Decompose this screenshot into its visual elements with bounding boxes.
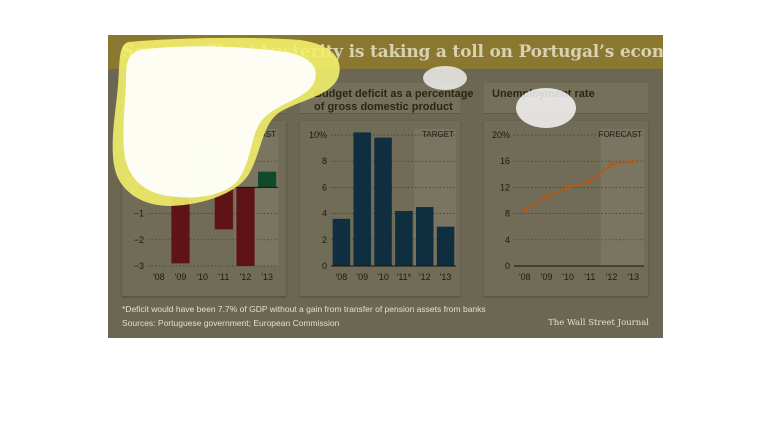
chart-3-xtick-label: '09 bbox=[541, 272, 553, 282]
chart-figure: Squeeze Play | Austerity is taking a toll … bbox=[108, 35, 663, 338]
chart-2-bar bbox=[395, 210, 413, 266]
chart-3-point bbox=[544, 194, 549, 199]
chart-1-xtick-label: '13 bbox=[261, 272, 273, 282]
chart-1-annotation-line1: No bbox=[157, 155, 168, 165]
chart-2-bar bbox=[353, 132, 371, 266]
chart-2-ytick-label: 4 bbox=[322, 209, 327, 219]
panel-2-title-line1: Budget deficit as a percentage bbox=[314, 88, 474, 100]
chart-2-xtick-label: '12 bbox=[419, 272, 431, 282]
chart-1-xtick-label: '11 bbox=[218, 272, 229, 282]
credit: The Wall Street Journal bbox=[548, 318, 649, 328]
chart-1-xtick-label: '09 bbox=[175, 272, 187, 282]
chart-3-xtick-label: '12 bbox=[606, 272, 618, 282]
chart-2-ytick-label: 6 bbox=[322, 182, 327, 192]
chart-3-series-line bbox=[524, 160, 634, 212]
chart-2-xtick-label: '08 bbox=[336, 272, 348, 282]
sources: Sources: Portuguese government; European… bbox=[122, 318, 340, 328]
chart-1: FORECAST 2% 1 0 −1 −2 −3 '08 '09 '10 '11 '12 '13 Noch… bbox=[131, 129, 278, 282]
chart-1-ytick-label: 2% bbox=[131, 130, 144, 140]
chart-1-bar bbox=[214, 187, 233, 230]
chart-3-xtick-label: '08 bbox=[519, 272, 531, 282]
chart-2-bar bbox=[436, 226, 455, 266]
chart-3-point bbox=[522, 208, 528, 213]
chart-3-ytick-label: 16 bbox=[500, 156, 510, 166]
chart-2-xtick-label: '09 bbox=[356, 272, 368, 282]
headline-text: Austerity is taking a toll on Portugal’s… bbox=[257, 42, 663, 62]
chart-3-ytick-label: 12 bbox=[500, 182, 510, 192]
chart-3-point bbox=[587, 179, 593, 184]
chart-3-shaded-region bbox=[600, 129, 644, 266]
chart-2-bar bbox=[332, 218, 351, 266]
chart-3-ytick-label: 4 bbox=[505, 235, 510, 245]
chart-2-xtick-label: '10 bbox=[377, 272, 389, 282]
chart-3-point bbox=[609, 162, 614, 167]
chart-2-bar bbox=[374, 137, 392, 266]
chart-3-xtick-label: '11 bbox=[584, 272, 595, 282]
chart-2-bar bbox=[416, 207, 434, 266]
footnote: *Deficit would have been 7.7% of GDP wit… bbox=[122, 304, 486, 314]
chart-1-bar bbox=[258, 171, 277, 188]
chart-3: FORECAST 20% 16 12 8 4 0 '08 '09 '10 '11 '12 '13 bbox=[492, 129, 644, 282]
chart-1-ytick-label: −3 bbox=[134, 261, 144, 271]
chart-1-xtick-label: '10 bbox=[196, 272, 208, 282]
chart-2-shaded-label: TARGET bbox=[422, 130, 454, 139]
chart-1-bar bbox=[171, 187, 190, 264]
chart-1-ytick-label: 0 bbox=[139, 182, 144, 192]
chart-3-xtick-label: '13 bbox=[627, 272, 639, 282]
chart-2-ytick-label: 2 bbox=[322, 235, 327, 245]
chart-2: TARGET 10% 8 6 4 2 0 '08 '09 '10 '11* '12 '13 bbox=[309, 129, 456, 282]
chart-1-ytick-label: 1 bbox=[139, 156, 144, 166]
chart-2-xtick-label: '13 bbox=[440, 272, 452, 282]
panel-2-title: Budget deficit as a percentage of gross … bbox=[314, 88, 474, 114]
chart-3-ytick-label: 20% bbox=[492, 130, 510, 140]
chart-3-xtick-label: '10 bbox=[562, 272, 574, 282]
chart-3-shaded-label: FORECAST bbox=[598, 130, 642, 139]
panel-2-title-line2: of gross domestic product bbox=[314, 101, 453, 113]
chart-2-xtick-label: '11* bbox=[397, 272, 412, 282]
chart-1-xtick-label: '12 bbox=[240, 272, 252, 282]
chart-1-bar bbox=[193, 150, 212, 188]
chart-3-ytick-label: 8 bbox=[505, 209, 510, 219]
chart-3-point bbox=[565, 185, 571, 190]
chart-1-ytick-label: −2 bbox=[134, 235, 144, 245]
chart-1-bar bbox=[236, 187, 255, 266]
chart-3-point bbox=[630, 159, 636, 164]
chart-1-xtick-label: '08 bbox=[153, 272, 165, 282]
chart-3-ytick-label: 0 bbox=[505, 261, 510, 271]
chart-1-annotation-line2: change bbox=[157, 165, 185, 175]
chart-2-ytick-label: 10% bbox=[309, 130, 327, 140]
chart-2-ytick-label: 0 bbox=[322, 261, 327, 271]
chart-2-ytick-label: 8 bbox=[322, 156, 327, 166]
chart-1-ytick-label: −1 bbox=[134, 209, 144, 219]
charts-svg: FORECAST 2% 1 0 −1 −2 −3 '08 '09 '10 '11 '12 '13 Noch… bbox=[131, 129, 644, 282]
chart-1-shaded-label: FORECAST bbox=[232, 130, 276, 139]
